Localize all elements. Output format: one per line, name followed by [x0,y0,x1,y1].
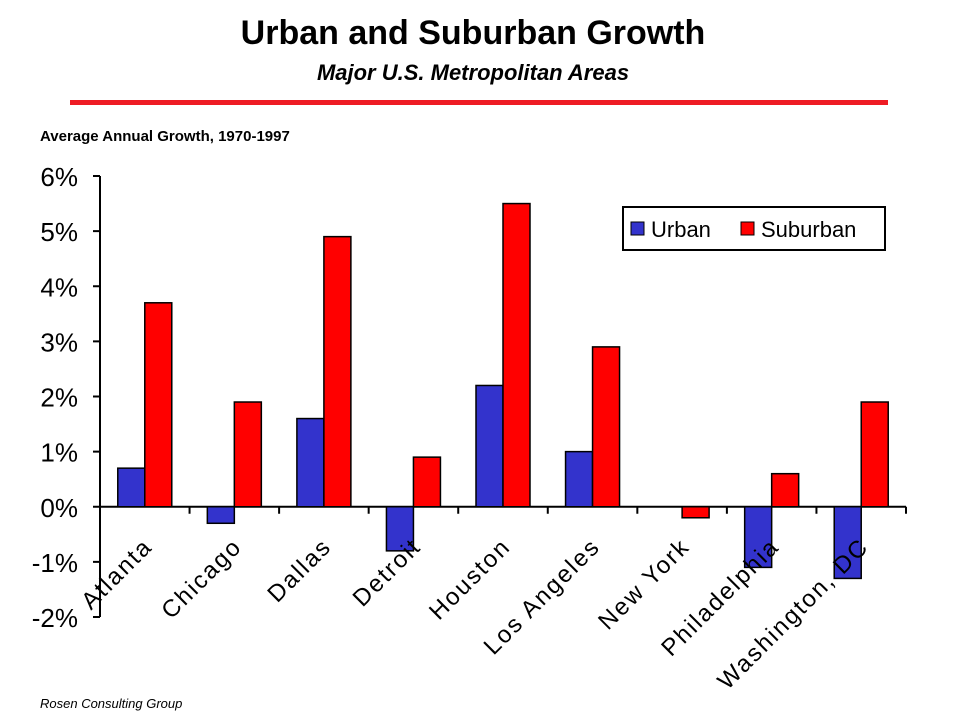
title-divider [70,100,888,105]
bar-suburban-new-york [681,506,710,519]
bar-urban-philadelphia [743,506,773,569]
x-category-label: Chicago [156,533,247,624]
bar-suburban-chicago [233,401,263,508]
bar-suburban-los-angeles [591,346,621,508]
y-tick-label: 1% [40,438,78,468]
bar-suburban-atlanta [144,302,173,508]
y-tick-label: 6% [40,162,78,192]
y-tick-label: 0% [40,493,78,523]
bar-suburban-houston [502,202,531,508]
bar-urban-chicago [206,506,236,525]
source-credit: Rosen Consulting Group [40,696,183,711]
legend-swatch-urban [630,221,645,236]
bar-suburban-philadelphia [770,472,800,508]
legend-label-suburban: Suburban [761,217,856,242]
x-category-label: Washington, DC [713,533,875,695]
bar-urban-los-angeles [564,450,594,508]
x-category-label: Dallas [262,533,337,608]
y-tick-label: 2% [40,383,78,413]
bar-urban-detroit [385,506,415,552]
bar-suburban-dallas [323,235,352,508]
chart-title: Urban and Suburban Growth [240,14,706,52]
chart-subtitle: Major U.S. Metropolitan Areas [316,60,630,85]
chart-note: Average Annual Growth, 1970-1997 [40,128,290,145]
x-category-label: Houston [424,533,516,625]
bar-urban-dallas [296,417,325,508]
y-tick-label: 3% [40,327,78,357]
bar-urban-washington-dc [833,506,862,580]
y-tick-label: 5% [40,217,78,247]
y-tick-label: 4% [40,272,78,302]
legend-swatch-suburban [740,221,755,236]
y-tick-label: -2% [32,603,78,633]
bar-suburban-washington-dc [860,401,889,508]
bar-urban-houston [475,384,504,508]
legend-label-urban: Urban [651,217,711,242]
bar-suburban-detroit [412,456,442,508]
y-tick-label: -1% [32,548,78,578]
x-category-label: Atlanta [76,533,158,615]
bar-urban-atlanta [117,467,146,508]
